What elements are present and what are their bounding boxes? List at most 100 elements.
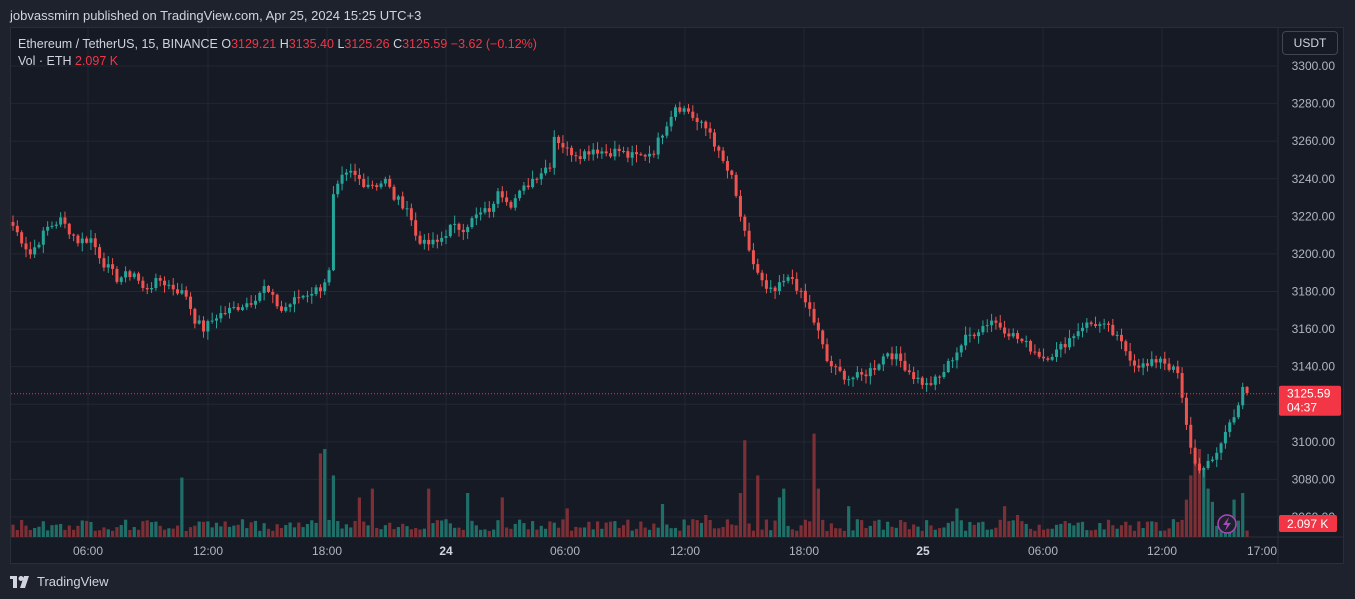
candle-body <box>422 239 426 244</box>
candle-body <box>682 108 686 112</box>
volume-bar <box>1137 521 1141 537</box>
legend-high: 3135.40 <box>288 37 334 51</box>
volume-bar <box>907 529 911 537</box>
volume-bar <box>812 433 816 537</box>
candle-body <box>1132 360 1136 366</box>
candle-body <box>1167 363 1171 370</box>
volume-bar <box>886 521 890 537</box>
volume-bar <box>808 521 812 537</box>
volume-bar <box>11 524 15 537</box>
candle-body <box>284 307 288 311</box>
volume-bar <box>219 526 223 537</box>
volume-bar <box>1089 530 1093 537</box>
candle-body <box>418 235 422 244</box>
lightning-icon[interactable] <box>1217 514 1237 534</box>
volume-bar <box>613 521 617 537</box>
volume-bar <box>414 528 418 537</box>
candle-body <box>838 366 842 371</box>
candle-body <box>388 178 392 187</box>
volume-bar <box>1093 529 1098 537</box>
candle-body <box>150 288 154 290</box>
volume-bar <box>184 530 188 537</box>
candle-body <box>864 374 868 377</box>
candle-body <box>955 352 959 361</box>
volume-bar <box>158 525 162 537</box>
volume-bar <box>20 519 24 537</box>
volume-bar <box>479 529 483 537</box>
volume-bar <box>89 521 93 537</box>
candle-body <box>1150 359 1154 366</box>
candle-body <box>379 183 383 188</box>
volume-bar <box>1054 524 1059 537</box>
candle-body <box>777 282 781 292</box>
current-price-badge <box>1279 385 1341 416</box>
candle-body <box>375 185 379 188</box>
candle-body <box>331 194 335 271</box>
volume-bar <box>1067 523 1072 537</box>
candle-body <box>591 149 595 155</box>
candle-body <box>1098 324 1102 326</box>
candle-body <box>583 151 587 160</box>
candle-body <box>929 383 933 385</box>
candle-body <box>89 238 93 243</box>
candle-body <box>20 232 24 244</box>
volume-bar <box>894 527 898 537</box>
volume-bar <box>920 530 924 537</box>
y-tick-label: 3180.00 <box>1292 285 1336 299</box>
candle-body <box>868 368 872 377</box>
candle-body <box>652 153 656 155</box>
candle-body <box>842 370 846 380</box>
candle-body <box>193 308 197 324</box>
volume-bar <box>28 529 32 537</box>
volume-bar <box>297 522 301 537</box>
candle-body <box>176 289 180 294</box>
candle-body <box>111 264 115 269</box>
volume-bar <box>41 521 45 537</box>
candle-body <box>596 149 600 154</box>
volume-bar <box>543 528 548 537</box>
candle-body <box>808 302 812 309</box>
volume-bar <box>457 527 461 537</box>
volume-bar <box>712 528 717 537</box>
candle-body <box>28 249 32 255</box>
x-tick-label: 24 <box>439 544 453 558</box>
candle-body <box>427 239 431 245</box>
volume-bar <box>621 525 626 537</box>
volume-bar <box>262 523 266 537</box>
volume-bar <box>314 522 318 537</box>
volume-bar <box>682 519 686 537</box>
candle-body <box>544 167 548 174</box>
candle-body <box>587 151 591 155</box>
volume-bar <box>652 523 656 537</box>
volume-bar <box>288 522 292 537</box>
candle-body <box>699 121 703 123</box>
candle-body <box>1111 324 1115 336</box>
candle-body <box>968 334 972 336</box>
volume-bar <box>678 530 682 537</box>
candle-body <box>1081 327 1085 332</box>
volume-bar <box>786 525 790 537</box>
volume-bar <box>1171 519 1176 537</box>
volume-bar <box>717 528 721 537</box>
candle-body <box>279 306 283 311</box>
candle-body <box>708 128 712 133</box>
candle-body <box>1158 358 1162 363</box>
volume-bar <box>1072 525 1076 537</box>
candle-body <box>803 290 807 303</box>
chart-frame[interactable] <box>10 27 1344 564</box>
candle-body <box>253 300 257 305</box>
volume-bar <box>323 449 327 537</box>
x-tick-label: 25 <box>916 544 930 558</box>
volume-bar <box>197 521 201 537</box>
candle-body <box>795 278 799 291</box>
volume-bar <box>37 526 41 537</box>
volume-bar <box>401 523 405 537</box>
candle-body <box>357 174 361 179</box>
candle-body <box>916 377 920 380</box>
tradingview-brand[interactable]: TradingView <box>10 574 109 589</box>
candle-body <box>860 372 864 375</box>
currency-button[interactable]: USDT <box>1282 31 1338 55</box>
volume-bar <box>1111 525 1115 537</box>
